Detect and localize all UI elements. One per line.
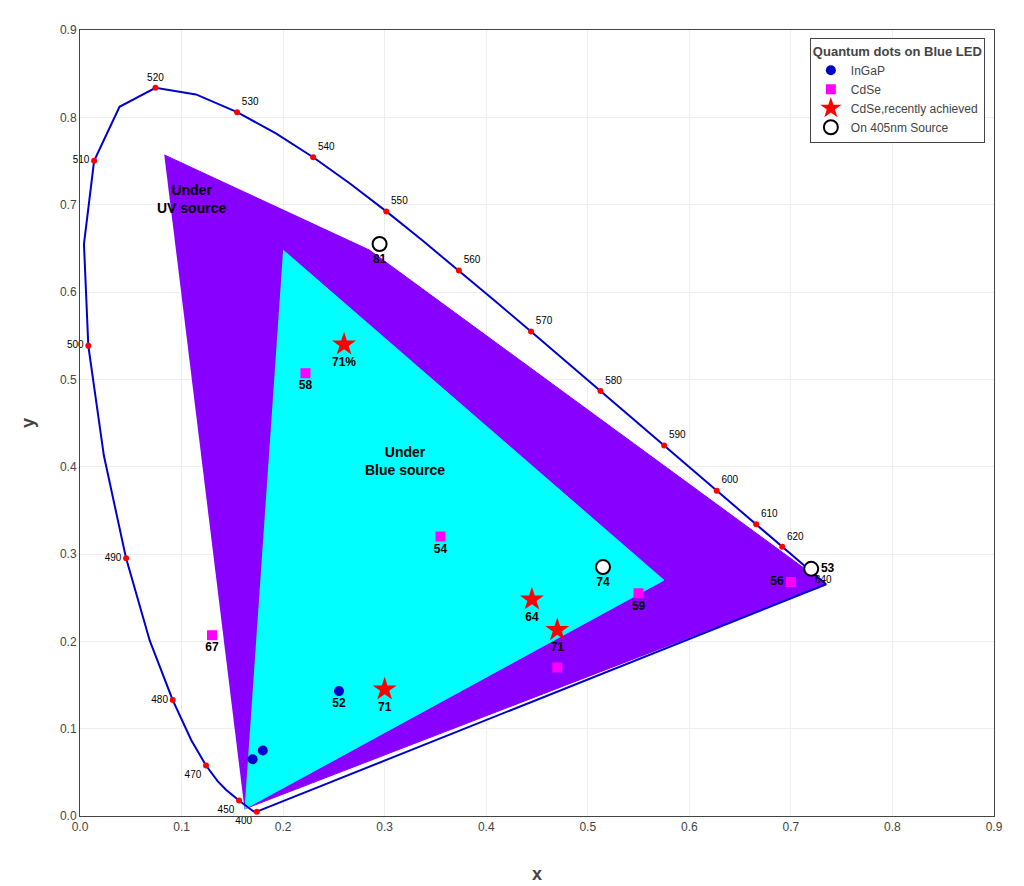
svg-text:67: 67 bbox=[205, 640, 219, 654]
svg-text:520: 520 bbox=[147, 72, 164, 83]
svg-text:620: 620 bbox=[787, 531, 804, 542]
svg-text:81: 81 bbox=[373, 252, 387, 266]
svg-text:0.2: 0.2 bbox=[275, 820, 292, 834]
svg-text:0.2: 0.2 bbox=[60, 635, 77, 649]
svg-text:590: 590 bbox=[669, 429, 686, 440]
svg-text:0.5: 0.5 bbox=[579, 820, 596, 834]
svg-text:0.0: 0.0 bbox=[60, 809, 77, 823]
svg-text:500: 500 bbox=[67, 339, 84, 350]
svg-text:0.5: 0.5 bbox=[60, 373, 77, 387]
svg-text:550: 550 bbox=[391, 195, 408, 206]
svg-text:0.7: 0.7 bbox=[60, 198, 77, 212]
svg-text:580: 580 bbox=[605, 375, 622, 386]
svg-text:53: 53 bbox=[821, 561, 835, 575]
svg-text:59: 59 bbox=[632, 599, 646, 613]
svg-text:490: 490 bbox=[105, 552, 122, 563]
svg-text:400: 400 bbox=[235, 815, 252, 826]
svg-text:0.3: 0.3 bbox=[60, 547, 77, 561]
svg-text:0.4: 0.4 bbox=[478, 820, 495, 834]
svg-text:64: 64 bbox=[525, 610, 539, 624]
svg-text:640: 640 bbox=[815, 574, 832, 585]
svg-text:480: 480 bbox=[151, 694, 168, 705]
svg-text:InGaP: InGaP bbox=[851, 64, 885, 78]
svg-text:x: x bbox=[532, 864, 542, 884]
svg-text:UnderBlue source: UnderBlue source bbox=[365, 444, 445, 478]
svg-text:Quantum dots on Blue LED: Quantum dots on Blue LED bbox=[813, 44, 982, 59]
svg-text:570: 570 bbox=[536, 315, 553, 326]
svg-text:0.8: 0.8 bbox=[60, 111, 77, 125]
svg-text:0.7: 0.7 bbox=[783, 820, 800, 834]
svg-text:CdSe,recently achieved: CdSe,recently achieved bbox=[851, 102, 978, 116]
svg-text:0.4: 0.4 bbox=[60, 460, 77, 474]
svg-text:0.0: 0.0 bbox=[72, 820, 89, 834]
svg-text:560: 560 bbox=[464, 254, 481, 265]
svg-text:510: 510 bbox=[73, 154, 90, 165]
svg-text:y: y bbox=[18, 418, 38, 428]
svg-text:540: 540 bbox=[318, 141, 335, 152]
svg-text:On 405nm Source: On 405nm Source bbox=[851, 121, 949, 135]
svg-text:0.3: 0.3 bbox=[376, 820, 393, 834]
svg-text:0.9: 0.9 bbox=[986, 820, 1003, 834]
svg-text:71: 71 bbox=[378, 700, 392, 714]
svg-text:56: 56 bbox=[770, 574, 784, 588]
svg-text:71%: 71% bbox=[332, 355, 356, 369]
svg-text:610: 610 bbox=[761, 508, 778, 519]
svg-text:530: 530 bbox=[242, 96, 259, 107]
svg-text:58: 58 bbox=[299, 378, 313, 392]
svg-text:CdSe: CdSe bbox=[851, 83, 881, 97]
svg-text:74: 74 bbox=[596, 575, 610, 589]
svg-text:0.6: 0.6 bbox=[60, 285, 77, 299]
svg-text:0.1: 0.1 bbox=[173, 820, 190, 834]
svg-text:0.8: 0.8 bbox=[884, 820, 901, 834]
svg-text:0.6: 0.6 bbox=[681, 820, 698, 834]
svg-text:71: 71 bbox=[551, 640, 565, 654]
svg-text:600: 600 bbox=[722, 474, 739, 485]
svg-text:54: 54 bbox=[434, 542, 448, 556]
svg-text:52: 52 bbox=[332, 696, 346, 710]
svg-text:450: 450 bbox=[218, 804, 235, 815]
svg-text:0.9: 0.9 bbox=[60, 23, 77, 37]
svg-text:0.1: 0.1 bbox=[60, 722, 77, 736]
svg-text:470: 470 bbox=[185, 769, 202, 780]
svg-text:UnderUV source: UnderUV source bbox=[157, 182, 226, 216]
